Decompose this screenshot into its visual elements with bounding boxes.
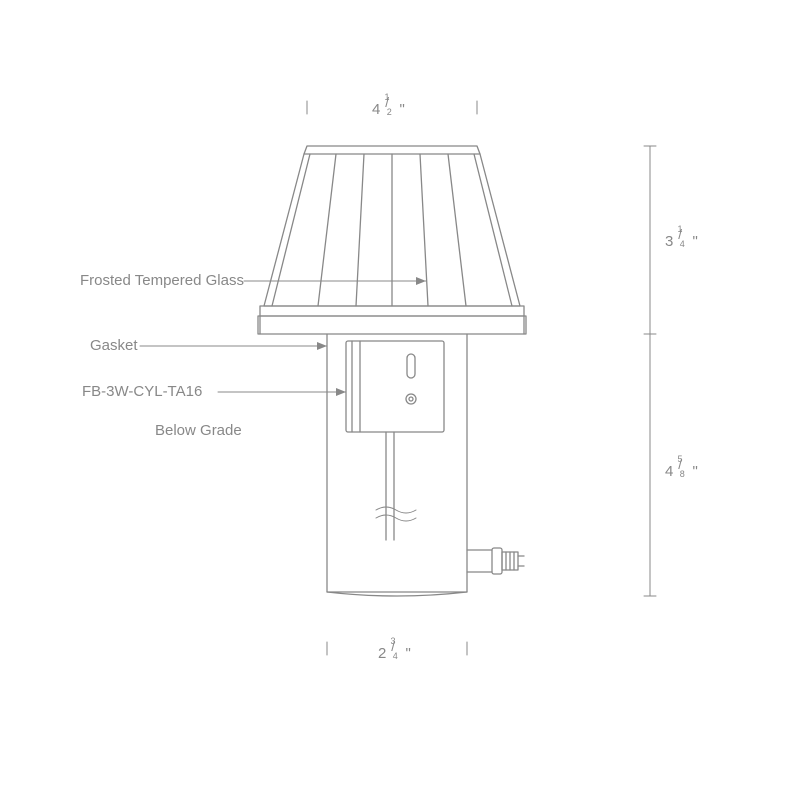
- label-gasket: Gasket: [90, 337, 138, 354]
- dim-bottom-width: 2 3/4": [378, 640, 411, 662]
- diagram-svg: [0, 0, 800, 800]
- label-glass: Frosted Tempered Glass: [80, 272, 244, 289]
- dim-upper-height: 3 1/4": [665, 228, 698, 250]
- dim-top-width: 4 1/2": [372, 96, 405, 118]
- dim-lower-height: 4 5/8": [665, 458, 698, 480]
- label-part: FB-3W-CYL-TA16: [82, 383, 202, 400]
- label-belowgrade: Below Grade: [155, 422, 242, 439]
